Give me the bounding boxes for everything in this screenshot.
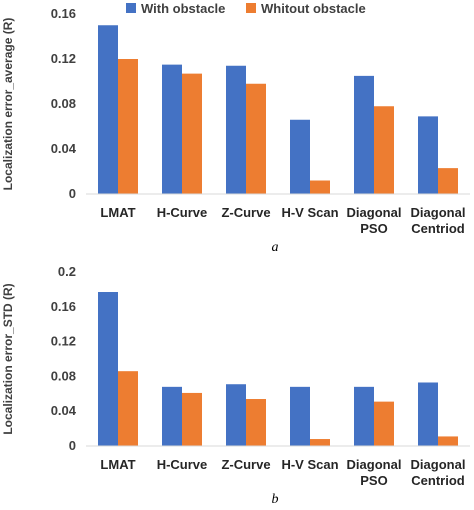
bar-with-obstacle: [226, 384, 246, 446]
bar-with-obstacle: [290, 119, 310, 194]
bar-with-obstacle: [162, 386, 182, 446]
bar-without-obstacle: [182, 73, 202, 194]
y-tick-label: 0.12: [51, 51, 76, 66]
bar-without-obstacle: [374, 401, 394, 446]
y-tick-label: 0.08: [51, 96, 76, 111]
figure-caption: b: [272, 492, 279, 507]
bar-with-obstacle: [418, 116, 438, 194]
y-tick-label: 0.2: [58, 264, 76, 279]
legend-swatch-with-obstacle: [126, 3, 136, 13]
y-tick-label: 0.16: [51, 299, 76, 314]
category-label: H-V Scan: [281, 457, 338, 472]
y-axis-label: Localization error_STD (R): [1, 283, 15, 434]
figure-caption: a: [272, 240, 279, 255]
y-tick-label: 0.08: [51, 368, 76, 383]
bar-without-obstacle: [182, 392, 202, 446]
category-label: Diagonal PSO: [347, 205, 402, 236]
legend: With obstacle Whitout obstacle: [126, 1, 366, 16]
category-label: H-V Scan: [281, 205, 338, 220]
bar-with-obstacle: [354, 75, 374, 194]
bar-without-obstacle: [438, 168, 458, 194]
bar-without-obstacle: [374, 106, 394, 194]
legend-label-with-obstacle: With obstacle: [141, 1, 225, 16]
chart-a: 0 0.04 0.08 0.12 0.16 Localization error_aver…: [1, 6, 470, 255]
bar-with-obstacle: [418, 382, 438, 446]
y-tick-label: 0: [69, 186, 76, 201]
bar-with-obstacle: [354, 386, 374, 446]
category-label: Diagonal Centriod: [411, 457, 466, 488]
category-label: LMAT: [100, 205, 135, 220]
category-label: Diagonal Centriod: [411, 205, 466, 236]
y-tick-label: 0.04: [51, 141, 77, 156]
bar-without-obstacle: [310, 180, 330, 194]
bar-with-obstacle: [98, 292, 118, 446]
bar-with-obstacle: [162, 64, 182, 194]
y-tick-label: 0.12: [51, 334, 76, 349]
y-axis-label: Localization error_average (R): [1, 18, 15, 191]
chart-b: 0 0.04 0.08 0.12 0.16 0.2 Localization error_S…: [1, 264, 470, 507]
category-label: Z-Curve: [221, 457, 270, 472]
bar-with-obstacle: [290, 386, 310, 446]
y-tick-label: 0.16: [51, 6, 76, 21]
legend-label-without-obstacle: Whitout obstacle: [261, 1, 366, 16]
category-label: LMAT: [100, 457, 135, 472]
bar-without-obstacle: [310, 439, 330, 446]
bar-without-obstacle: [246, 399, 266, 446]
bar-without-obstacle: [118, 371, 138, 446]
bar-with-obstacle: [226, 65, 246, 194]
legend-swatch-without-obstacle: [246, 3, 256, 13]
y-tick-label: 0.04: [51, 403, 77, 418]
category-label: Diagonal PSO: [347, 457, 402, 488]
bar-with-obstacle: [98, 25, 118, 194]
bar-without-obstacle: [118, 59, 138, 194]
y-tick-label: 0: [69, 438, 76, 453]
category-label: Z-Curve: [221, 205, 270, 220]
bar-without-obstacle: [438, 436, 458, 446]
bar-without-obstacle: [246, 83, 266, 194]
category-label: H-Curve: [157, 205, 208, 220]
category-label: H-Curve: [157, 457, 208, 472]
